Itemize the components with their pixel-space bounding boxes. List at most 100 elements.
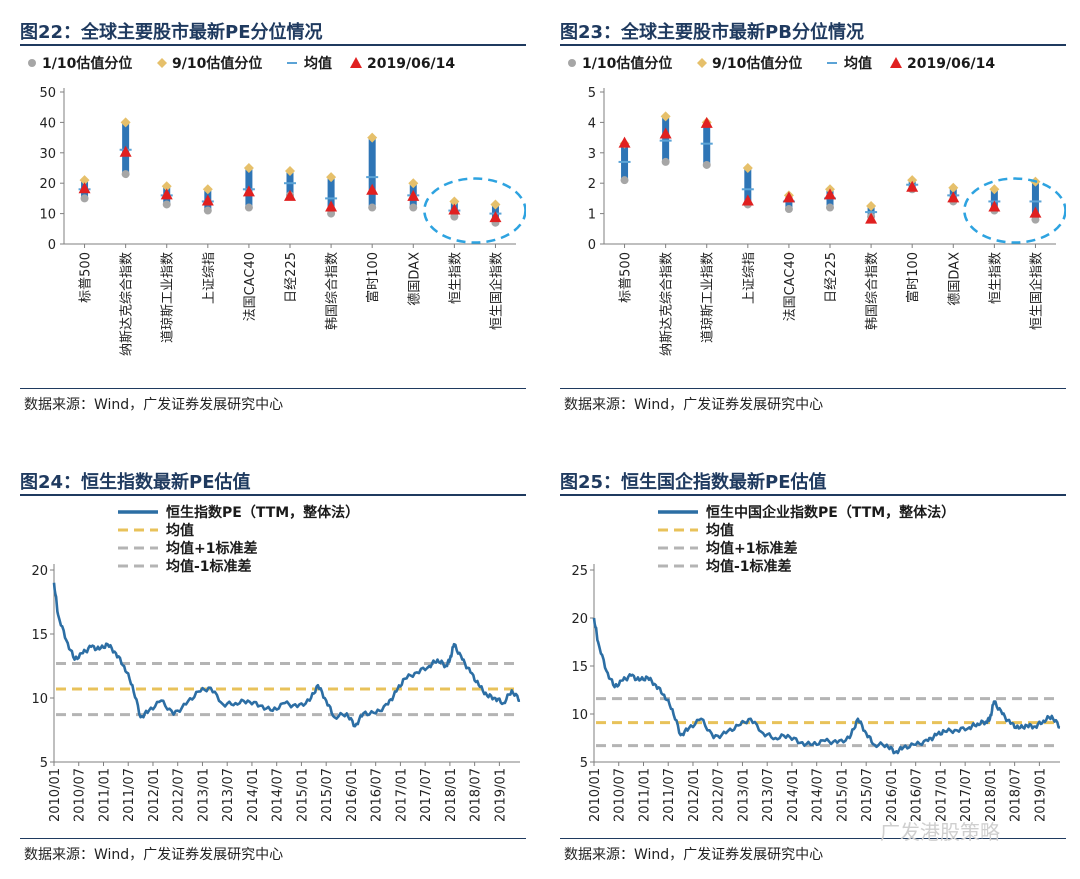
legend-lower-label: 均值-1标准差 xyxy=(166,558,252,575)
category-group xyxy=(366,132,379,248)
category-group xyxy=(1029,176,1042,248)
category-group xyxy=(659,111,672,248)
panel-pb-percentile: 图23：全球主要股市最新PB分位情况 1/10估值分位 9/10估值分位 均值 201… xyxy=(560,18,1066,418)
panel-hscei-pe: 图25：恒生国企指数最新PE估值 恒生中国企业指数PE（TTM，整体法） 均值 均值… xyxy=(560,468,1066,873)
x-tick-label: 2012/07 xyxy=(172,768,187,822)
pe-series-line xyxy=(592,617,1061,755)
y-tick-label: 40 xyxy=(39,116,56,131)
y-tick-label: 5 xyxy=(580,756,588,771)
current-point xyxy=(700,116,713,128)
high-point xyxy=(742,163,753,173)
low-point xyxy=(784,205,793,214)
y-tick-label: 3 xyxy=(588,147,596,162)
x-tick-label: 2014/07 xyxy=(271,768,286,822)
x-tick-label: 2010/01 xyxy=(588,768,603,822)
high-point xyxy=(490,199,501,210)
x-tick-label: 2011/01 xyxy=(97,768,112,822)
x-tick-label: 2019/01 xyxy=(493,768,508,822)
y-tick-label: 15 xyxy=(571,660,588,675)
category-group xyxy=(407,178,420,248)
x-tick-label: 2018/01 xyxy=(984,768,999,822)
current-point xyxy=(160,188,173,200)
low-point xyxy=(162,200,171,209)
x-tick-label: 2011/07 xyxy=(122,768,137,822)
x-tick-label: 2016/01 xyxy=(885,768,900,822)
x-tick-label: 2018/07 xyxy=(469,768,484,822)
panel-title: 图25：恒生国企指数最新PE估值 xyxy=(560,472,827,493)
category-label: 上证综指 xyxy=(202,252,217,304)
legend-upper-label: 均值+1标准差 xyxy=(706,540,797,557)
y-tick-label: 20 xyxy=(31,564,48,579)
x-tick-label: 2012/07 xyxy=(712,768,727,822)
low-point xyxy=(327,209,336,218)
x-tick-label: 2016/07 xyxy=(910,768,925,822)
category-group xyxy=(448,196,461,248)
category-label: 韩国综合指数 xyxy=(865,252,880,330)
current-point xyxy=(284,189,296,201)
category-label: 恒生指数 xyxy=(988,252,1003,304)
category-label: 纳斯达克综合指数 xyxy=(660,252,675,356)
y-tick-label: 30 xyxy=(39,147,56,162)
current-point xyxy=(618,136,631,148)
watermark: 广发港股策略 xyxy=(880,820,1000,844)
x-tick-label: 2019/01 xyxy=(1033,768,1048,822)
category-group xyxy=(782,190,795,248)
data-source: 数据来源：Wind，广发证券发展研究中心 xyxy=(564,397,824,413)
x-tick-label: 2011/01 xyxy=(637,768,652,822)
category-group xyxy=(906,175,919,248)
category-group xyxy=(242,163,255,248)
pb-percentile-chart: 1/10估值分位 9/10估值分位 均值 2019/06/14 0 1 2 3 4 5 标普500 纳… xyxy=(568,55,1066,356)
current-point xyxy=(782,191,795,203)
category-label: 法国CAC40 xyxy=(783,252,798,321)
x-tick-label: 2015/07 xyxy=(320,768,335,822)
y-tick-label: 20 xyxy=(39,177,56,192)
legend-label-low: 1/10估值分位 xyxy=(582,55,672,72)
legend-label-high: 9/10估值分位 xyxy=(172,55,262,72)
x-tick-label: 2010/07 xyxy=(613,768,628,822)
x-tick-label: 2011/07 xyxy=(662,768,677,822)
current-point xyxy=(407,189,420,201)
category-label: 道琼斯工业指数 xyxy=(701,252,716,343)
x-tick-label: 2017/01 xyxy=(934,768,949,822)
category-group xyxy=(618,136,631,248)
legend-marker-high xyxy=(157,58,167,68)
legend-mean-label: 均值 xyxy=(166,522,194,539)
y-tick-label: 4 xyxy=(588,116,596,131)
y-tick-label: 50 xyxy=(39,86,56,101)
current-point xyxy=(119,145,132,157)
x-tick-label: 2018/01 xyxy=(444,768,459,822)
category-label: 恒生国企指数 xyxy=(1028,252,1044,330)
current-point xyxy=(988,200,1001,212)
category-group xyxy=(824,184,836,248)
x-tick-label: 2015/07 xyxy=(860,768,875,822)
y-tick-label: 20 xyxy=(571,612,588,627)
category-label: 日经225 xyxy=(284,252,299,303)
y-tick-label: 25 xyxy=(571,564,588,579)
legend-label-current: 2019/06/14 xyxy=(907,56,995,72)
low-point xyxy=(409,203,418,212)
legend-label-mean: 均值 xyxy=(844,55,872,72)
legend-label-mean: 均值 xyxy=(304,55,332,72)
current-point xyxy=(906,180,919,192)
high-point xyxy=(866,201,877,211)
low-point xyxy=(826,203,834,212)
high-point xyxy=(408,178,419,189)
y-tick-label: 10 xyxy=(31,692,48,707)
legend: 1/10估值分位 9/10估值分位 均值 2019/06/14 xyxy=(568,55,995,72)
category-label: 标普500 xyxy=(619,252,634,303)
current-point xyxy=(659,127,672,139)
x-tick-label: 2010/01 xyxy=(48,768,63,822)
y-tick-label: 10 xyxy=(571,708,588,723)
pe-series-line xyxy=(52,582,521,728)
y-tick-label: 2 xyxy=(588,177,596,192)
x-tick-label: 2013/07 xyxy=(221,768,236,822)
high-point xyxy=(79,175,90,186)
category-group xyxy=(865,201,878,248)
x-tick-label: 2015/01 xyxy=(835,768,850,822)
high-point xyxy=(202,184,213,195)
category-label: 韩国综合指数 xyxy=(325,252,340,330)
y-tick-label: 1 xyxy=(588,208,596,223)
